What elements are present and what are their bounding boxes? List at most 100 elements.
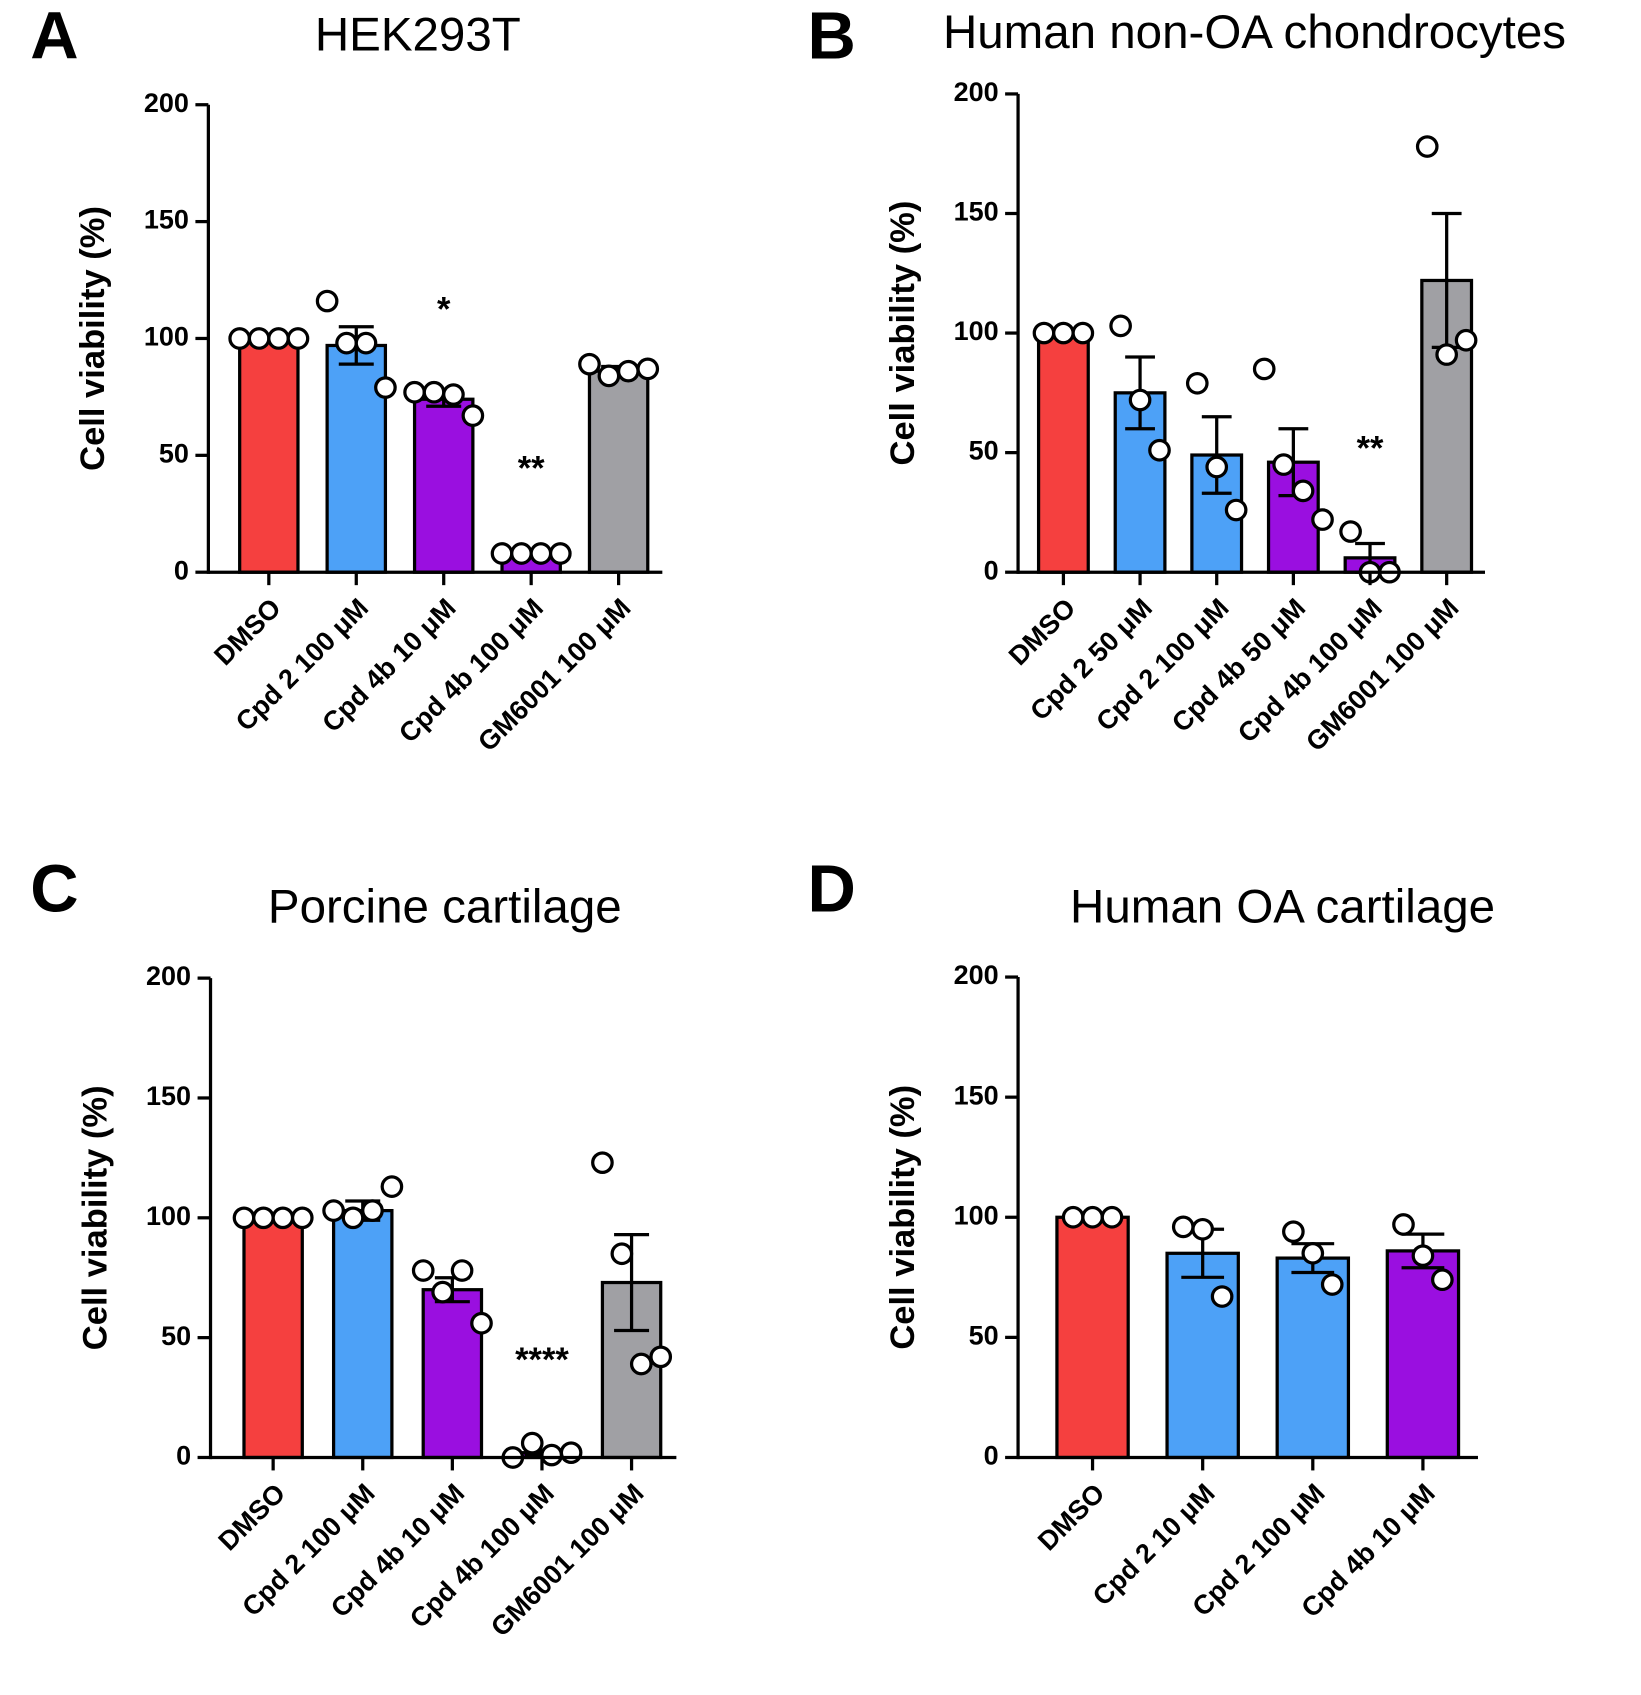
x-tick-label: Cpd 4b 50 μM xyxy=(1166,593,1311,738)
data-point xyxy=(578,352,601,376)
panel-letter: A xyxy=(30,0,78,74)
data-point xyxy=(1415,135,1439,158)
panel: B Human non-OA chondrocytes Cell viability… xyxy=(808,0,1567,757)
data-point xyxy=(1128,388,1152,412)
y-tick-label: 100 xyxy=(954,1200,999,1230)
data-point xyxy=(1311,508,1334,531)
data-point xyxy=(252,1206,275,1230)
y-tick-label: 200 xyxy=(954,77,999,107)
y-tick-label: 50 xyxy=(161,1321,191,1351)
y-tick-label: 100 xyxy=(954,316,999,346)
data-point xyxy=(597,364,621,388)
data-point xyxy=(1301,1241,1325,1265)
data-point xyxy=(461,404,485,427)
y-tick-label: 50 xyxy=(969,1320,999,1350)
y-tick-label: 0 xyxy=(984,555,999,585)
error-bar xyxy=(1201,415,1232,495)
data-point xyxy=(559,1441,583,1465)
data-point xyxy=(1191,1217,1215,1241)
data-point xyxy=(1081,1205,1104,1229)
data-point xyxy=(247,327,271,350)
y-tick-label: 100 xyxy=(146,1201,191,1231)
bar xyxy=(1036,331,1090,574)
y-axis-label: Cell viability (%) xyxy=(76,1085,114,1350)
significance: ** xyxy=(1357,430,1384,468)
panel: D Human OA cartilage Cell viability (%) 0 50… xyxy=(808,852,1496,1624)
data-point xyxy=(450,1259,474,1282)
panel: C Porcine cartilage Cell viability (%) 0 50 1… xyxy=(30,852,677,1642)
data-point xyxy=(1252,357,1276,381)
data-point xyxy=(1032,321,1056,345)
data-point xyxy=(1071,321,1095,345)
data-point xyxy=(548,542,572,565)
data-point xyxy=(1291,479,1315,503)
data-point xyxy=(1061,1205,1085,1229)
bar xyxy=(1055,1215,1130,1460)
data-point xyxy=(490,542,514,565)
data-point xyxy=(529,542,553,565)
data-point xyxy=(422,380,446,404)
y-axis-label: Cell viability (%) xyxy=(74,206,112,471)
bar xyxy=(421,1288,484,1460)
data-point xyxy=(629,1352,653,1376)
data-point xyxy=(470,1311,493,1335)
data-point xyxy=(315,289,339,313)
panel: A HEK293T Cell viability (%) 0 50 100 150 200 DM… xyxy=(30,0,663,757)
data-point xyxy=(649,1345,673,1369)
data-point xyxy=(1148,438,1171,462)
data-point xyxy=(354,331,378,355)
y-tick-label: 0 xyxy=(176,1441,191,1471)
bar xyxy=(412,397,475,574)
data-point xyxy=(540,1443,564,1467)
y-tick-label: 200 xyxy=(144,88,189,118)
bar xyxy=(587,369,650,574)
data-point xyxy=(1435,343,1459,366)
y-tick-label: 150 xyxy=(144,205,189,235)
data-point xyxy=(510,542,533,565)
y-tick-label: 0 xyxy=(984,1441,999,1471)
data-point xyxy=(1210,1285,1234,1308)
data-point xyxy=(1109,314,1132,338)
y-tick-label: 50 xyxy=(159,438,189,468)
data-point xyxy=(271,1206,295,1230)
y-tick-label: 0 xyxy=(174,555,189,585)
bar xyxy=(1266,460,1320,574)
data-point xyxy=(610,1242,634,1266)
y-axis-label: Cell viability (%) xyxy=(884,1085,922,1350)
y-tick-label: 50 xyxy=(969,436,999,466)
data-point xyxy=(636,357,660,381)
data-point xyxy=(335,331,358,355)
chart-title: Porcine cartilage xyxy=(268,881,622,934)
data-point xyxy=(1185,371,1209,395)
significance: ** xyxy=(518,449,545,487)
data-point xyxy=(1272,453,1295,476)
data-point xyxy=(374,376,397,399)
x-tick-label: DMSO xyxy=(213,1478,291,1556)
bar xyxy=(242,1216,304,1460)
bar xyxy=(331,1208,394,1460)
data-point xyxy=(591,1151,614,1175)
data-point xyxy=(1224,498,1248,522)
data-point xyxy=(1392,1213,1415,1236)
x-tick-label: DMSO xyxy=(208,593,286,671)
data-point xyxy=(286,327,310,350)
data-point xyxy=(403,380,426,404)
data-point xyxy=(1100,1205,1124,1229)
data-point xyxy=(267,327,290,350)
data-point xyxy=(1282,1220,1305,1244)
data-point xyxy=(341,1206,365,1230)
data-point xyxy=(431,1280,454,1304)
data-point xyxy=(1411,1244,1435,1268)
y-tick-label: 150 xyxy=(146,1081,191,1111)
x-tick-label: Cpd 2 100 μM xyxy=(1090,593,1234,737)
chart-title: Human OA cartilage xyxy=(1070,881,1495,934)
significance: **** xyxy=(515,1341,569,1379)
data-point xyxy=(228,327,252,350)
data-point xyxy=(411,1259,435,1282)
chart-title: Human non-OA chondrocytes xyxy=(943,6,1566,59)
x-tick-label: GM6001 100 μM xyxy=(485,1478,649,1642)
x-tick-label: DMSO xyxy=(1032,1478,1110,1556)
y-tick-label: 100 xyxy=(144,322,189,352)
panel-letter: B xyxy=(808,0,856,74)
